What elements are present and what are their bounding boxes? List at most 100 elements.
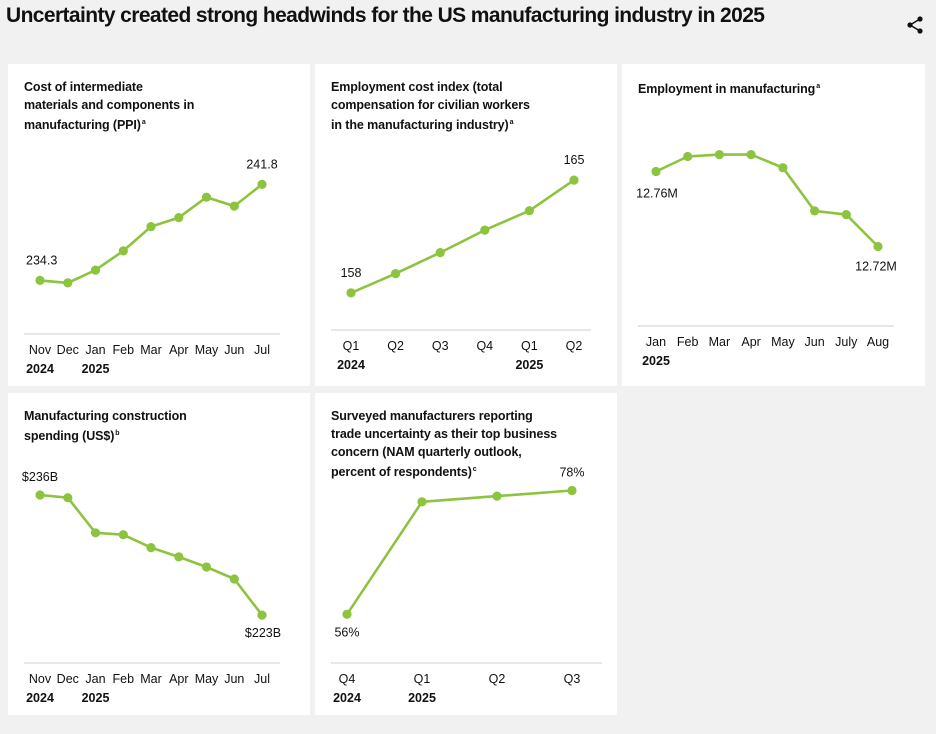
construction-chart-footnote: b xyxy=(115,430,120,437)
eci-data-point-5 xyxy=(569,175,579,185)
employment-data-label-7: 12.72M xyxy=(855,260,897,274)
eci-data-label-5: 165 xyxy=(564,153,585,167)
construction-chart-title: Manufacturing construction spending (US$… xyxy=(24,409,187,444)
survey-data-label-0: 56% xyxy=(334,625,359,639)
survey-data-point-1 xyxy=(417,497,427,507)
ppi-chart: 234.3 241.8 Nov Dec Jan Feb Mar Apr May Jun Jul 202… xyxy=(24,157,280,376)
employment-data-point-4 xyxy=(778,163,788,173)
construction-data-point-0 xyxy=(35,490,45,500)
construction-tick-label-7: Jun xyxy=(224,672,244,686)
survey-data-point-3 xyxy=(567,485,577,496)
eci-data-label-0: 158 xyxy=(341,266,362,280)
survey-tick-label-1: Q1 xyxy=(414,672,431,686)
ppi-tick-label-4: Mar xyxy=(140,343,162,357)
survey-data-label-3: 78% xyxy=(559,466,584,480)
survey-chart: 56% 78% Q4 Q1 Q2 Q3 2024 2025 xyxy=(331,466,602,705)
employment-tick-label-1: Feb xyxy=(677,335,699,349)
construction-tick-label-2: Jan xyxy=(85,672,105,686)
construction-tick-label-4: Mar xyxy=(140,672,162,686)
ppi-data-point-0 xyxy=(35,275,45,285)
construction-series-line xyxy=(38,493,264,617)
ppi-data-label-8: 241.8 xyxy=(246,157,277,171)
survey-data-point-0 xyxy=(342,609,352,619)
share-icon-link-bottom xyxy=(909,24,921,32)
eci-data-point-1 xyxy=(391,269,401,279)
employment-tick-label-0: Jan xyxy=(646,335,666,349)
employment-data-point-5 xyxy=(810,206,820,216)
construction-data-point-7 xyxy=(229,574,239,584)
construction-tick-label-3: Feb xyxy=(113,672,135,686)
employment-data-point-1 xyxy=(683,151,693,162)
survey-year-label-0: 2024 xyxy=(333,691,361,705)
employment-data-point-6 xyxy=(841,210,851,220)
employment-tick-label-6: July xyxy=(835,335,858,349)
construction-year-label-2: 2025 xyxy=(82,691,110,705)
survey-chart-title: Surveyed manufacturers reporting trade u… xyxy=(331,409,558,480)
construction-chart-panel: Manufacturing construction spending (US$… xyxy=(8,393,310,715)
ppi-chart-panel: Cost of intermediate materials and compo… xyxy=(8,64,310,386)
ppi-year-label-2: 2025 xyxy=(82,362,110,376)
survey-year-label-1: 2025 xyxy=(408,691,436,705)
construction-data-point-5 xyxy=(174,552,184,562)
employment-tick-label-3: Apr xyxy=(741,335,760,349)
survey-chart-footnote: c xyxy=(472,466,477,473)
ppi-data-point-5 xyxy=(174,213,184,223)
survey-chart-panel: Surveyed manufacturers reporting trade u… xyxy=(315,393,617,715)
eci-tick-label-0: Q1 xyxy=(343,339,360,353)
employment-data-point-7 xyxy=(873,241,883,252)
eci-year-label-0: 2024 xyxy=(337,358,365,372)
employment-tick-label-4: May xyxy=(771,335,795,349)
ppi-tick-label-8: Jul xyxy=(254,343,270,357)
ppi-tick-label-5: Apr xyxy=(169,343,188,357)
ppi-tick-label-1: Dec xyxy=(57,343,79,357)
eci-chart-panel: Employment cost index (total compensatio… xyxy=(315,64,617,386)
employment-chart-footnote: a xyxy=(816,83,820,90)
ppi-data-point-2 xyxy=(90,265,101,275)
construction-data-point-2 xyxy=(90,528,101,538)
ppi-chart-title: Cost of intermediate materials and compo… xyxy=(24,80,195,133)
survey-data-point-2 xyxy=(492,491,502,501)
construction-tick-label-1: Dec xyxy=(57,672,79,686)
employment-data-point-0 xyxy=(651,166,661,177)
share-icon-link-top xyxy=(909,18,921,26)
survey-series-line xyxy=(345,489,574,616)
survey-tick-label-0: Q4 xyxy=(339,672,356,686)
ppi-data-point-7 xyxy=(229,201,239,211)
construction-data-label-0: $236B xyxy=(22,470,58,484)
eci-data-point-4 xyxy=(524,206,534,216)
construction-tick-label-6: May xyxy=(195,672,219,686)
construction-chart: $236B $223B Nov Dec Jan Feb Mar Apr May Jun Jul 202… xyxy=(22,470,281,705)
eci-year-label-4: 2025 xyxy=(515,358,543,372)
construction-year-label-0: 2024 xyxy=(26,691,54,705)
construction-tick-label-5: Apr xyxy=(169,672,188,686)
survey-tick-label-2: Q2 xyxy=(489,672,506,686)
employment-tick-label-5: Jun xyxy=(805,335,825,349)
eci-chart-title: Employment cost index (total compensatio… xyxy=(331,80,530,133)
employment-series-line xyxy=(654,153,880,248)
ppi-tick-label-7: Jun xyxy=(224,343,244,357)
construction-data-point-8 xyxy=(257,610,267,620)
employment-data-point-3 xyxy=(746,150,756,160)
eci-tick-label-5: Q2 xyxy=(566,339,583,353)
employment-tick-label-7: Aug xyxy=(867,335,889,349)
eci-tick-label-3: Q4 xyxy=(476,339,493,353)
ppi-year-label-0: 2024 xyxy=(26,362,54,376)
ppi-data-point-1 xyxy=(63,278,73,288)
construction-data-point-1 xyxy=(63,493,73,503)
eci-series-line xyxy=(349,178,576,295)
employment-data-point-2 xyxy=(714,150,724,160)
employment-chart: 12.76M 12.72M Jan Feb Mar Apr May Jun July Aug 202… xyxy=(636,150,897,368)
ppi-data-point-3 xyxy=(118,246,128,256)
eci-chart-footnote: a xyxy=(509,119,514,126)
eci-tick-label-1: Q2 xyxy=(387,339,404,353)
ppi-series-line xyxy=(38,183,264,285)
ppi-tick-label-0: Nov xyxy=(29,343,52,357)
ppi-data-label-0: 234.3 xyxy=(26,253,57,267)
survey-tick-label-3: Q3 xyxy=(564,672,581,686)
employment-data-label-0: 12.76M xyxy=(636,187,678,201)
employment-year-label-0: 2025 xyxy=(642,354,670,368)
share-icon[interactable] xyxy=(904,14,926,36)
ppi-chart-footnote: a xyxy=(141,119,146,126)
construction-data-point-4 xyxy=(146,543,156,553)
ppi-tick-label-2: Jan xyxy=(85,343,105,357)
